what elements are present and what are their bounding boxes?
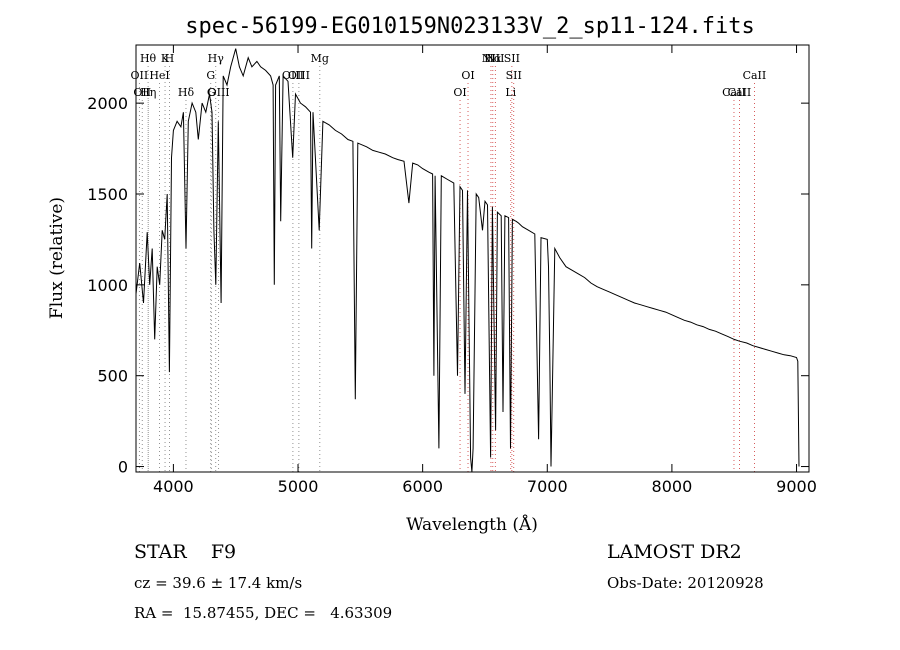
- y-tick-label: 1500: [87, 185, 128, 204]
- line-marker-label: SII: [504, 52, 520, 65]
- obs-date: Obs-Date: 20120928: [607, 574, 764, 592]
- line-marker-label: OII: [133, 86, 151, 99]
- y-tick-label: 1000: [87, 276, 128, 295]
- plot-frame: [135, 44, 810, 473]
- line-marker-label: Hα: [484, 52, 502, 65]
- line-marker-label: NII: [482, 52, 500, 65]
- x-tick-label: 7000: [527, 477, 568, 496]
- line-marker-label: HeI: [149, 69, 169, 82]
- line-marker-label: CaII: [728, 86, 752, 99]
- survey-label: LAMOST DR2: [607, 541, 742, 563]
- line-marker-label: OIII: [208, 86, 230, 99]
- line-marker-label: K: [161, 52, 170, 65]
- chart-title: spec-56199-EG010159N023133V_2_sp11-124.f…: [185, 14, 755, 39]
- line-marker-label: Hθ: [140, 52, 157, 65]
- y-tick-label: 500: [97, 367, 128, 386]
- coordinates-info: RA = 15.87455, DEC = 4.63309: [134, 604, 393, 622]
- line-marker-label: OII: [131, 69, 149, 82]
- spectrum-line: [135, 48, 800, 473]
- line-markers: OIIOIIHηHθHeIKHHδGGHγOIIIOIIIOIIIMgOIOIN…: [131, 52, 767, 472]
- x-tick-label: 5000: [278, 477, 319, 496]
- y-tick-label: 2000: [87, 94, 128, 113]
- line-marker-label: OIII: [288, 69, 310, 82]
- line-marker-label: G: [206, 69, 215, 82]
- x-tick-label: 9000: [776, 477, 817, 496]
- y-tick-label: 0: [118, 458, 128, 477]
- line-marker-label: G: [207, 86, 216, 99]
- line-marker-label: CaII: [722, 86, 746, 99]
- line-marker-label: NII: [486, 52, 504, 65]
- axis-ticks: 4000 5000 6000 7000 8000 9000 0 500 1000 1500 2000: [87, 45, 817, 496]
- line-marker-label: OI: [461, 69, 474, 82]
- line-marker-label: OIII: [282, 69, 304, 82]
- line-marker-label: Li: [505, 86, 516, 99]
- y-axis-label: Flux (relative): [47, 197, 67, 319]
- object-class: STAR F9: [134, 541, 237, 563]
- line-marker-label: Mg: [311, 52, 329, 65]
- line-marker-label: Hη: [140, 86, 156, 99]
- redshift-info: cz = 39.6 ± 17.4 km/s: [134, 574, 303, 592]
- x-tick-label: 8000: [652, 477, 693, 496]
- line-marker-label: SII: [506, 69, 522, 82]
- line-marker-label: CaII: [743, 69, 767, 82]
- line-marker-label: Hγ: [208, 52, 225, 65]
- x-tick-label: 6000: [402, 477, 443, 496]
- line-marker-label: OI: [453, 86, 466, 99]
- line-marker-label: H: [165, 52, 175, 65]
- line-marker-label: Hδ: [178, 86, 195, 99]
- x-tick-label: 4000: [153, 477, 194, 496]
- x-axis-label: Wavelength (Å): [406, 514, 538, 535]
